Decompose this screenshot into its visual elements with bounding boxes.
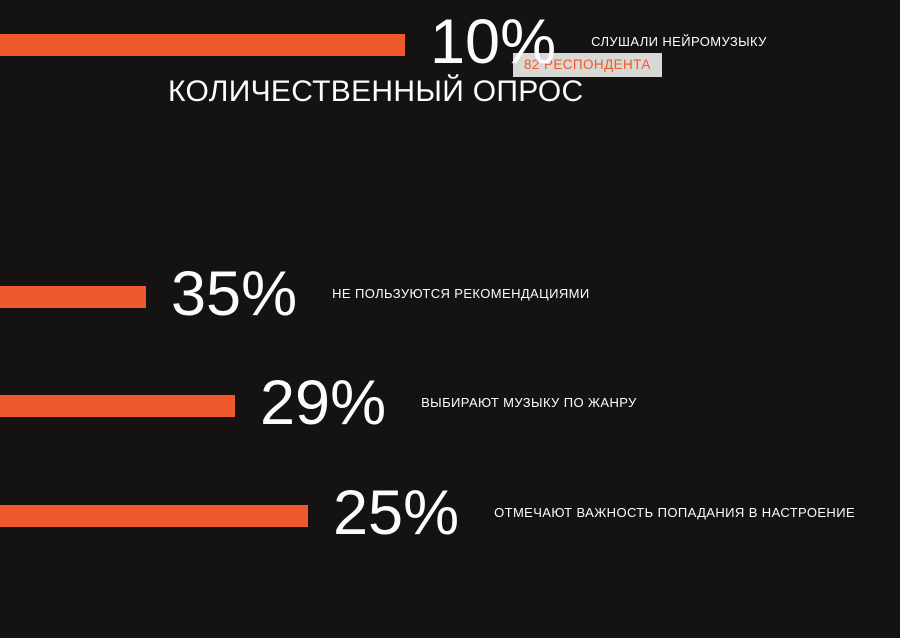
bar-29-percent [0,395,235,417]
category-label-recommendations: НЕ ПОЛЬЗУЮТСЯ РЕКОМЕНДАЦИЯМИ [332,285,590,301]
respondents-badge: 82 РЕСПОНДЕНТА [513,53,662,77]
value-label-35: 35% [171,258,298,329]
value-label-29: 29% [260,367,387,438]
chart-row-25: 25% ОТМЕЧАЮТ ВАЖНОСТЬ ПОПАДАНИЯ В НАСТРО… [0,471,900,561]
category-label-genre: ВЫБИРАЮТ МУЗЫКУ ПО ЖАНРУ [421,394,637,410]
bar-35-percent [0,286,146,308]
chart-row-10: 10% СЛУШАЛИ НЕЙРОМУЗЫКУ [0,0,900,90]
value-label-25: 25% [333,477,460,548]
category-label-mood: ОТМЕЧАЮТ ВАЖНОСТЬ ПОПАДАНИЯ В НАСТРОЕНИЕ [494,504,856,520]
chart-row-29: 29% ВЫБИРАЮТ МУЗЫКУ ПО ЖАНРУ [0,361,900,451]
chart-row-35: 35% НЕ ПОЛЬЗУЮТСЯ РЕКОМЕНДАЦИЯМИ [0,252,900,342]
page-title: КОЛИЧЕСТВЕННЫЙ ОПРОС [168,75,584,108]
value-label-10: 10% [430,6,557,77]
bar-25-percent [0,505,308,527]
category-label-neuromusic: СЛУШАЛИ НЕЙРОМУЗЫКУ [591,33,767,49]
bar-10-percent [0,34,405,56]
